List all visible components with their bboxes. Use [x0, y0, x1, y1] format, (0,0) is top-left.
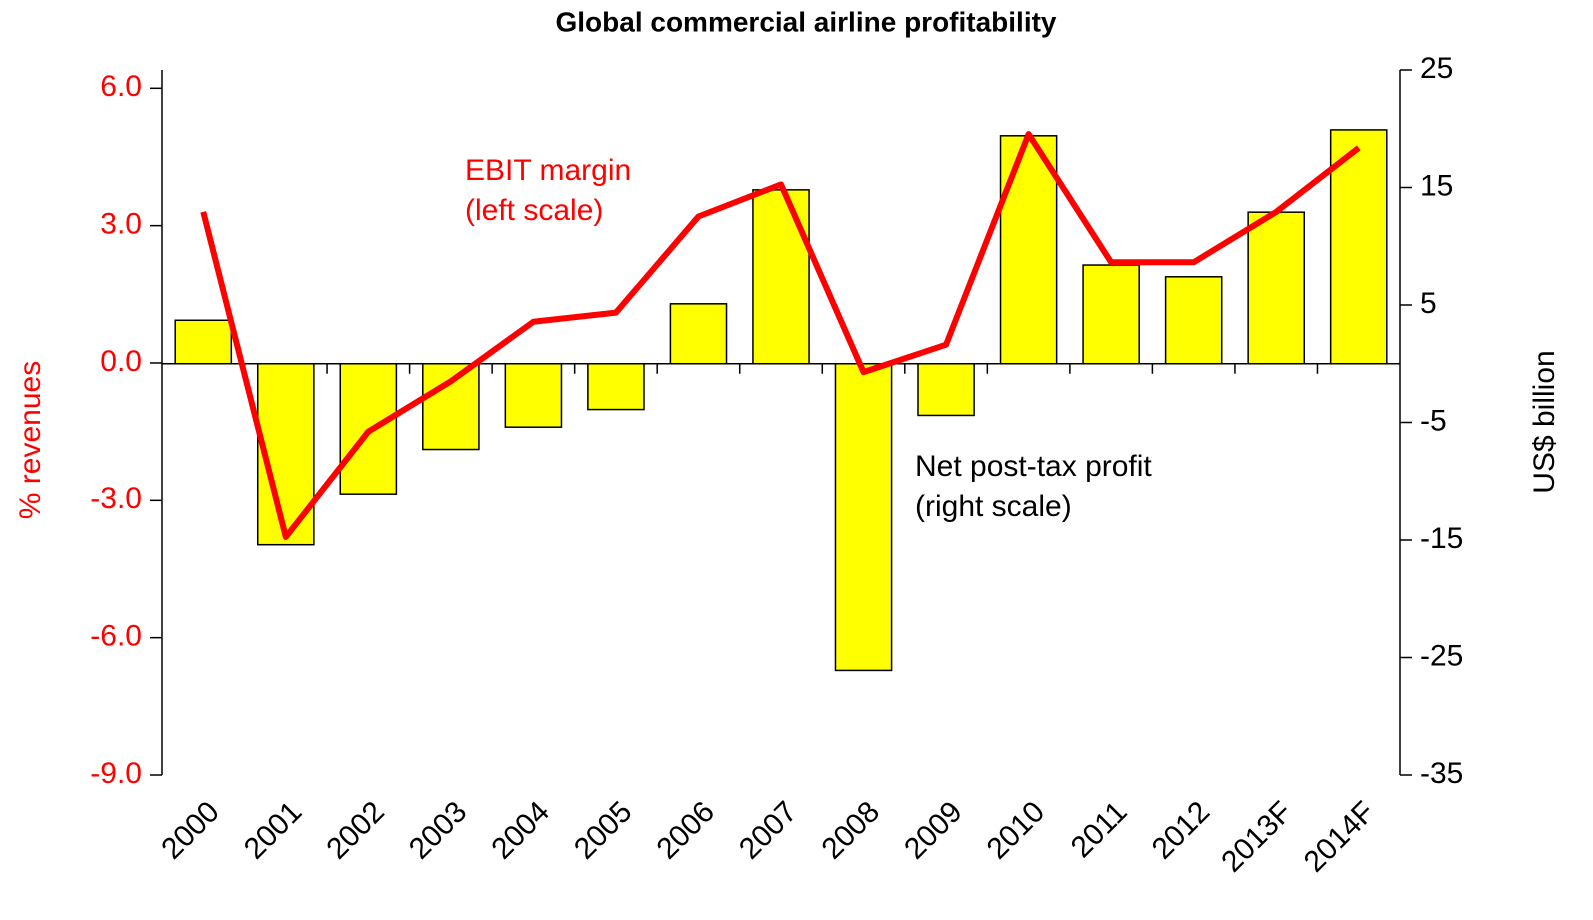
- y2-tick-label: 5: [1420, 287, 1437, 320]
- x-tick-label: 2011: [1065, 795, 1134, 864]
- y2-tick-label: -25: [1420, 639, 1463, 672]
- y-tick-label: 0.0: [100, 345, 142, 378]
- bar: [1329, 129, 1388, 365]
- x-tick-label: 2008: [816, 795, 887, 866]
- x-tick-label: 2000: [155, 795, 226, 866]
- y-axis-label: % revenues: [14, 361, 47, 519]
- y2-axis-label: US$ billion: [1528, 350, 1561, 493]
- x-tick-label: 2003: [403, 795, 474, 866]
- y2-tick-label: 15: [1420, 169, 1453, 202]
- bar: [587, 363, 645, 411]
- bar: [422, 363, 480, 451]
- x-tick-label: 2009: [898, 795, 969, 866]
- bar: [504, 363, 563, 428]
- x-tick-label: 2012: [1146, 795, 1217, 866]
- x-tick-label: 2002: [320, 795, 391, 866]
- x-tick-label: 2013F: [1215, 795, 1298, 878]
- x-tick-label: 2005: [568, 795, 639, 866]
- bar: [752, 189, 810, 365]
- bar: [669, 303, 728, 365]
- y-tick-label: -9.0: [90, 757, 142, 790]
- bar: [1082, 264, 1140, 365]
- annotation: (right scale): [915, 490, 1072, 523]
- bar: [174, 319, 233, 365]
- y-tick-label: -6.0: [90, 620, 142, 653]
- x-tick-label: 2007: [733, 795, 804, 866]
- x-tick-label: 2014F: [1298, 795, 1381, 878]
- bar: [1164, 276, 1223, 365]
- annotation: EBIT margin: [465, 154, 631, 187]
- annotation: (left scale): [465, 194, 603, 227]
- x-tick-label: 2006: [650, 795, 721, 866]
- y-tick-label: 6.0: [100, 70, 142, 103]
- y2-tick-label: -15: [1420, 522, 1463, 555]
- line: [200, 131, 1361, 540]
- y2-tick-label: -35: [1420, 757, 1463, 790]
- x-tick-label: 2001: [238, 795, 309, 866]
- y-tick-label: -3.0: [90, 482, 142, 515]
- annotation: Net post-tax profit: [915, 450, 1152, 483]
- y-tick-label: 3.0: [100, 208, 142, 241]
- bar: [1247, 211, 1306, 365]
- x-tick-label: 2004: [485, 795, 556, 866]
- bar: [917, 363, 975, 417]
- y2-tick-label: -5: [1420, 404, 1447, 437]
- x-tick-label: 2010: [981, 795, 1052, 866]
- chart-title: Global commercial airline profitability: [555, 6, 1056, 37]
- y2-tick-label: 25: [1420, 52, 1453, 85]
- bar: [834, 363, 893, 672]
